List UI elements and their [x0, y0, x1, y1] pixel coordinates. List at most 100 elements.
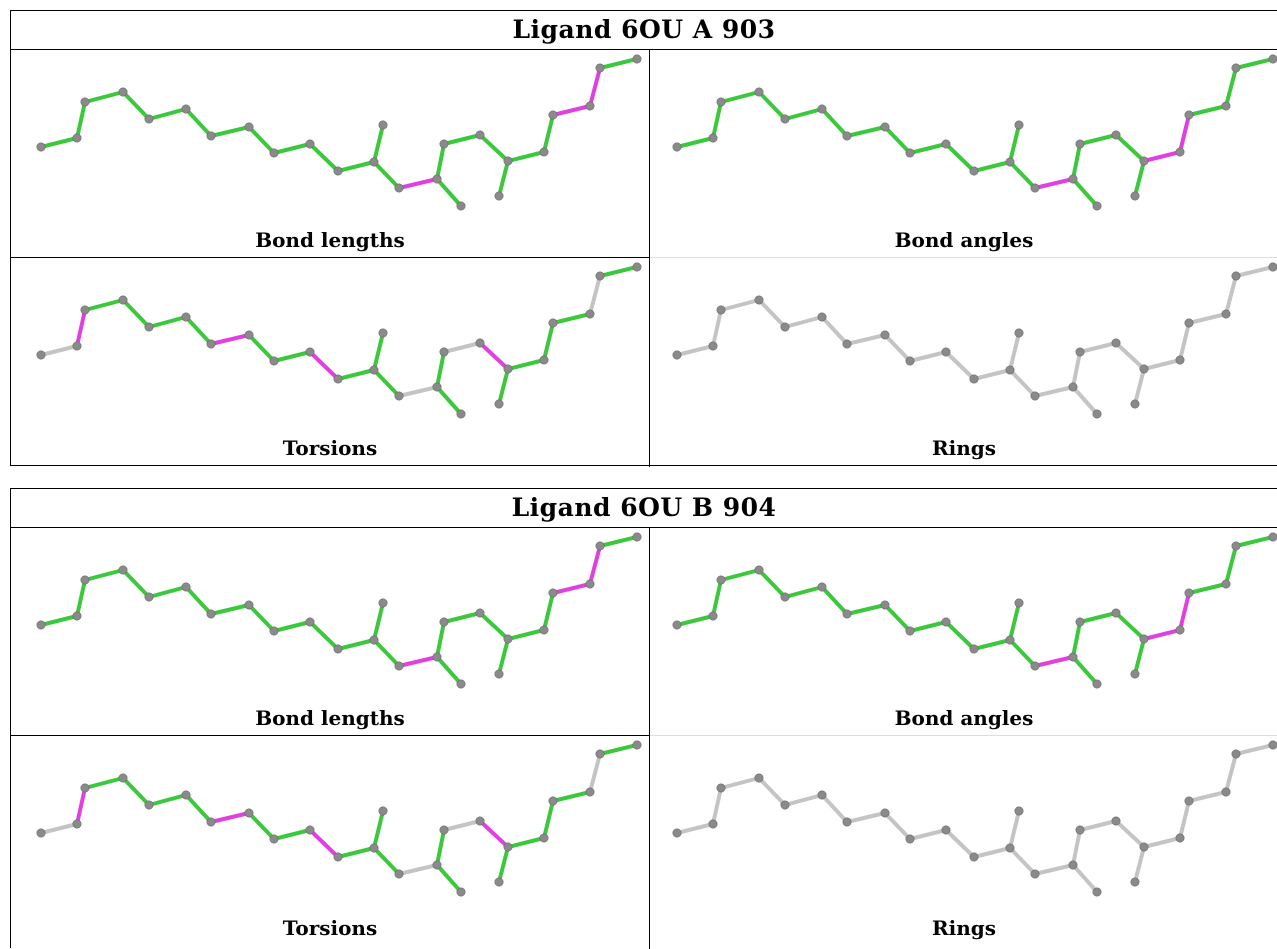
atom	[181, 104, 191, 114]
bond	[757, 568, 787, 599]
atom	[494, 877, 504, 887]
bond	[147, 793, 188, 807]
bond	[435, 655, 463, 686]
atom	[305, 617, 315, 627]
atom	[118, 773, 128, 783]
bond	[1187, 790, 1228, 803]
atom	[439, 347, 449, 357]
atom	[378, 806, 388, 816]
atom	[941, 139, 951, 149]
bond	[308, 142, 340, 173]
atom	[333, 374, 343, 384]
atom	[244, 122, 254, 132]
bond	[372, 846, 401, 876]
bond	[820, 107, 849, 138]
atom	[672, 142, 682, 152]
atom	[206, 339, 216, 349]
bond	[397, 177, 439, 190]
bond	[551, 582, 592, 595]
atom	[969, 166, 979, 176]
atom	[1075, 825, 1085, 835]
panel-torsions: Torsions	[11, 258, 649, 466]
panel-caption: Bond lengths	[255, 706, 405, 730]
bond	[397, 863, 439, 876]
bond	[442, 819, 482, 832]
atom	[1068, 382, 1078, 392]
atom	[181, 790, 191, 800]
atom	[716, 305, 726, 315]
bond	[372, 160, 401, 190]
bond	[1008, 601, 1021, 642]
atom	[548, 796, 558, 806]
atom	[494, 191, 504, 201]
atom	[1030, 391, 1040, 401]
atom	[475, 608, 485, 618]
atom	[244, 808, 254, 818]
atom	[632, 262, 642, 272]
atom	[1268, 740, 1277, 750]
atom	[1075, 139, 1085, 149]
atom	[432, 860, 442, 870]
bond	[1133, 159, 1146, 198]
ligand-block: Ligand 6OU B 904 Bond lengths Bond angle…	[10, 488, 1277, 949]
bond	[497, 845, 510, 884]
bond	[783, 793, 824, 807]
atom	[880, 600, 890, 610]
atom	[708, 133, 718, 143]
atom	[269, 356, 279, 366]
bond	[757, 776, 787, 807]
bond	[397, 655, 439, 668]
bond	[1224, 274, 1238, 316]
bond	[1133, 637, 1146, 676]
bond	[83, 776, 125, 790]
atom	[585, 101, 595, 111]
bond	[783, 107, 824, 121]
bond	[442, 133, 482, 146]
bond	[588, 752, 602, 794]
atom	[475, 130, 485, 140]
bond	[1071, 177, 1099, 208]
bond	[272, 350, 312, 363]
atom	[1175, 355, 1185, 365]
atom	[585, 309, 595, 319]
bond	[83, 298, 125, 312]
bond	[1008, 368, 1037, 398]
bond	[1142, 150, 1182, 163]
atom	[905, 626, 915, 636]
atom	[1005, 157, 1015, 167]
atom	[1130, 191, 1140, 201]
bond	[1078, 341, 1118, 354]
panel-rings: Rings	[650, 736, 1277, 944]
atom	[72, 133, 82, 143]
atom	[36, 620, 46, 630]
bond	[598, 57, 639, 70]
bond	[1178, 113, 1191, 154]
atom	[595, 541, 605, 551]
atom	[1092, 887, 1102, 897]
atom	[754, 87, 764, 97]
atom	[305, 139, 315, 149]
molecule-diagram	[36, 262, 642, 419]
atom	[595, 271, 605, 281]
bond	[1114, 133, 1146, 163]
atom	[378, 120, 388, 130]
panel-bond-lengths: Bond lengths	[11, 50, 649, 258]
bond	[121, 776, 151, 807]
atom	[1139, 842, 1149, 852]
atom	[595, 63, 605, 73]
bond	[247, 811, 276, 841]
atom	[1092, 679, 1102, 689]
molecule-diagram	[672, 262, 1277, 419]
bond	[1078, 819, 1118, 832]
atom	[1130, 877, 1140, 887]
bond	[598, 743, 639, 756]
bond	[121, 568, 151, 599]
panel-caption: Rings	[931, 436, 996, 460]
bond	[1078, 611, 1118, 624]
bond	[1187, 312, 1228, 325]
atom	[595, 749, 605, 759]
atom	[206, 609, 216, 619]
bond	[336, 368, 376, 381]
atom	[144, 114, 154, 124]
atom	[539, 833, 549, 843]
